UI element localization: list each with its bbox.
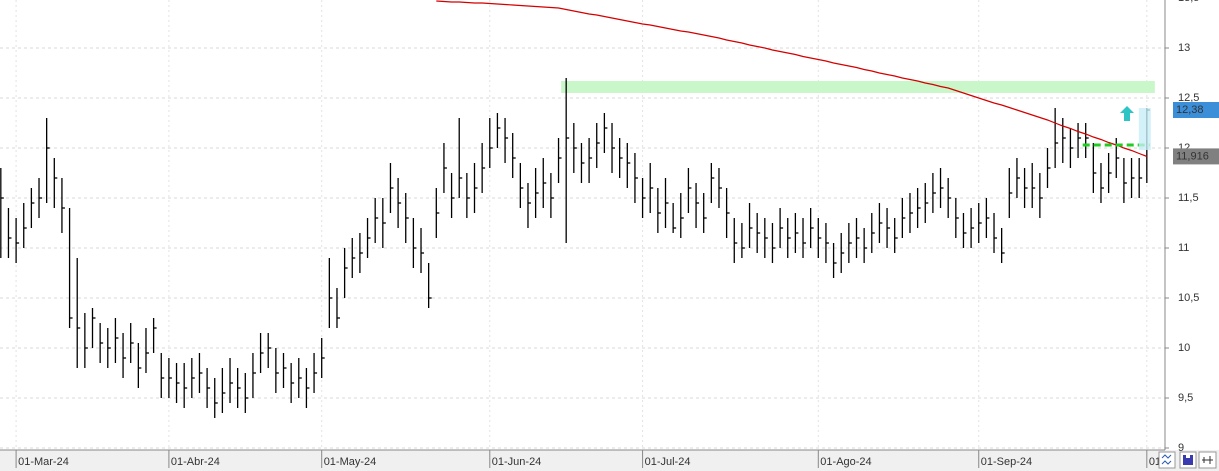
- save-icon-detail: [1186, 455, 1190, 458]
- x-tick-label: 01: [1149, 456, 1161, 468]
- y-tick-label: 9,5: [1178, 392, 1193, 404]
- scale-icon: [1202, 456, 1213, 464]
- plot-area: [0, 0, 1155, 418]
- x-tick-label: 01-Sep-24: [981, 456, 1032, 468]
- save-icon: [1183, 455, 1193, 465]
- y-tick-label: 13,5: [1178, 0, 1199, 4]
- x-tick-label: 01-Ago-24: [820, 456, 871, 468]
- resistance-zone: [561, 81, 1155, 93]
- x-axis-strip: [0, 450, 1219, 471]
- x-tick-label: 01-Jun-24: [492, 456, 542, 468]
- moving-average-line: [436, 0, 1148, 157]
- price-tag: [1173, 148, 1219, 165]
- y-tick-label: 9: [1178, 442, 1184, 454]
- y-tick-label: 11,5: [1178, 192, 1199, 204]
- price-tag-label: 12,38: [1176, 104, 1204, 116]
- y-tick-label: 10,5: [1178, 292, 1199, 304]
- price-tag-label: 11,916: [1176, 150, 1209, 162]
- y-tick-label: 11: [1178, 242, 1189, 254]
- up-arrow: [1120, 106, 1134, 121]
- x-tick-label: 01-Abr-24: [171, 456, 220, 468]
- highlight-box: [1138, 108, 1151, 150]
- toolbar: [1158, 451, 1217, 469]
- y-tick-label: 12,5: [1178, 92, 1199, 104]
- expand-button[interactable]: [1158, 451, 1176, 469]
- x-tick-label: 01-Jul-24: [645, 456, 691, 468]
- expand-icon: [1161, 454, 1172, 465]
- x-tick-label: 01-Mar-24: [18, 456, 69, 468]
- y-tick-label: 13: [1178, 42, 1190, 54]
- price-tag: [1173, 102, 1219, 118]
- axes: 99,51010,51111,51212,51313,501-Mar-2401-…: [15, 0, 1219, 468]
- y-tick-label: 10: [1178, 342, 1190, 354]
- x-tick-label: 01-May-24: [324, 456, 377, 468]
